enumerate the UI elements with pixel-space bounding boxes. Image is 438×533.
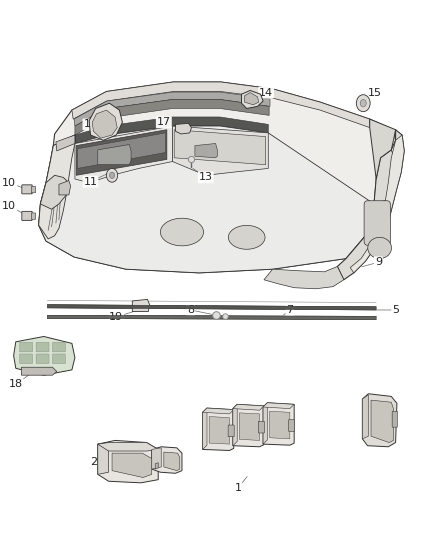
Polygon shape <box>92 110 117 138</box>
Text: 7: 7 <box>286 305 293 315</box>
FancyBboxPatch shape <box>392 411 397 427</box>
Polygon shape <box>203 408 234 450</box>
Polygon shape <box>241 91 263 109</box>
Polygon shape <box>164 452 180 471</box>
Polygon shape <box>370 119 396 179</box>
Polygon shape <box>209 417 230 444</box>
Polygon shape <box>98 442 158 451</box>
Polygon shape <box>152 447 182 473</box>
Polygon shape <box>98 442 109 474</box>
Text: 17: 17 <box>157 117 171 127</box>
Polygon shape <box>112 453 152 478</box>
Polygon shape <box>98 144 131 165</box>
Polygon shape <box>269 411 290 439</box>
Polygon shape <box>75 117 268 143</box>
Polygon shape <box>233 405 264 410</box>
Polygon shape <box>72 82 370 127</box>
Polygon shape <box>75 126 173 183</box>
Polygon shape <box>56 135 75 151</box>
FancyBboxPatch shape <box>22 212 32 220</box>
Circle shape <box>106 168 118 182</box>
Text: 2: 2 <box>90 457 97 466</box>
FancyBboxPatch shape <box>228 425 234 437</box>
FancyBboxPatch shape <box>258 421 265 433</box>
Text: 3: 3 <box>152 464 159 474</box>
FancyBboxPatch shape <box>36 342 49 352</box>
FancyBboxPatch shape <box>289 419 295 431</box>
Text: 4: 4 <box>388 416 395 426</box>
Polygon shape <box>155 463 158 469</box>
FancyBboxPatch shape <box>32 213 35 219</box>
Polygon shape <box>174 130 266 165</box>
Polygon shape <box>233 405 264 447</box>
Text: 19: 19 <box>110 312 124 322</box>
Text: 2: 2 <box>265 418 272 428</box>
Text: 9: 9 <box>375 257 382 267</box>
Polygon shape <box>47 316 376 319</box>
Polygon shape <box>40 175 69 209</box>
FancyBboxPatch shape <box>32 187 35 193</box>
Text: 10: 10 <box>2 177 16 188</box>
Polygon shape <box>350 135 404 273</box>
Polygon shape <box>263 403 268 444</box>
Polygon shape <box>362 395 368 439</box>
Polygon shape <box>21 367 57 375</box>
Polygon shape <box>173 126 268 175</box>
Polygon shape <box>337 130 404 280</box>
FancyBboxPatch shape <box>20 354 32 364</box>
Polygon shape <box>47 305 376 310</box>
Circle shape <box>110 172 115 179</box>
Polygon shape <box>239 413 260 440</box>
Polygon shape <box>39 135 75 239</box>
Polygon shape <box>75 100 269 135</box>
Polygon shape <box>78 133 166 168</box>
Polygon shape <box>263 403 294 409</box>
Polygon shape <box>59 181 71 195</box>
Text: 11: 11 <box>84 176 97 187</box>
Polygon shape <box>39 82 396 273</box>
Text: 8: 8 <box>187 305 194 315</box>
Polygon shape <box>39 126 374 273</box>
Circle shape <box>357 95 370 112</box>
FancyBboxPatch shape <box>36 354 49 364</box>
Polygon shape <box>132 300 150 312</box>
Ellipse shape <box>368 237 392 259</box>
Polygon shape <box>74 92 270 126</box>
Ellipse shape <box>228 225 265 249</box>
Polygon shape <box>14 336 75 375</box>
Polygon shape <box>371 400 393 442</box>
Polygon shape <box>76 130 167 175</box>
Polygon shape <box>203 408 234 414</box>
Polygon shape <box>264 266 344 289</box>
FancyBboxPatch shape <box>53 354 65 364</box>
Circle shape <box>360 100 366 107</box>
Text: 15: 15 <box>368 87 382 98</box>
Text: 1: 1 <box>235 483 242 493</box>
Polygon shape <box>98 440 158 483</box>
Polygon shape <box>233 405 237 446</box>
Polygon shape <box>362 394 397 447</box>
Polygon shape <box>195 143 217 158</box>
Polygon shape <box>203 408 207 449</box>
Polygon shape <box>152 448 161 469</box>
Text: 5: 5 <box>392 305 399 315</box>
Polygon shape <box>89 103 122 140</box>
Polygon shape <box>263 403 294 445</box>
Ellipse shape <box>160 218 204 246</box>
Text: 14: 14 <box>259 87 273 98</box>
Text: 18: 18 <box>9 379 23 389</box>
Text: 13: 13 <box>199 172 213 182</box>
FancyBboxPatch shape <box>53 342 65 352</box>
Polygon shape <box>244 93 259 105</box>
FancyBboxPatch shape <box>364 201 390 245</box>
FancyBboxPatch shape <box>20 342 32 352</box>
FancyBboxPatch shape <box>22 185 32 194</box>
Polygon shape <box>176 123 191 134</box>
Polygon shape <box>374 150 393 224</box>
Text: 12: 12 <box>83 119 98 130</box>
Text: 10: 10 <box>2 200 16 211</box>
